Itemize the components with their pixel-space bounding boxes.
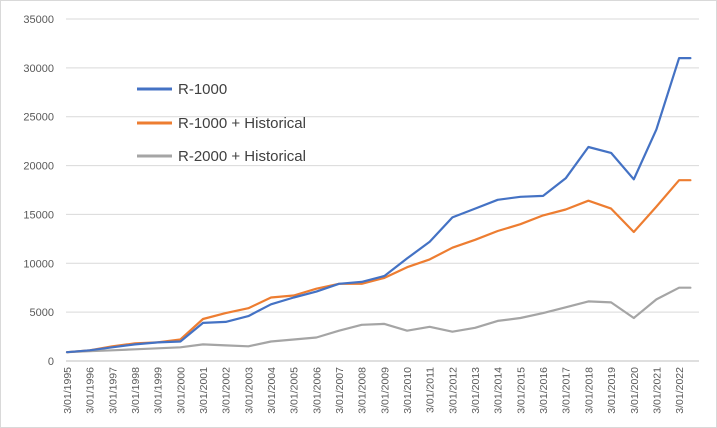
x-tick-label: 3/01/2002 (221, 367, 233, 414)
x-tick-label: 3/01/2022 (674, 367, 686, 414)
y-tick-label: 35000 (23, 14, 54, 26)
x-tick-label: 3/01/2021 (651, 367, 663, 414)
x-tick-label: 3/01/2004 (266, 367, 278, 414)
x-tick-label: 3/01/1999 (153, 367, 165, 414)
series-line-1 (65, 56, 692, 354)
x-tick-label: 3/01/2017 (561, 367, 573, 414)
x-tick-label: 3/01/2020 (629, 367, 641, 414)
legend-label: R-2000 + Historical (178, 148, 306, 165)
x-tick-label: 3/01/2012 (447, 367, 459, 414)
gridlines (66, 18, 699, 313)
x-tick-label: 3/01/2019 (606, 367, 618, 414)
series-line-3 (65, 286, 692, 354)
legend: R-1000 R-1000 + Historical R-2000 + Histor… (137, 81, 306, 165)
y-axis-tick-labels: 0 5000 10000 15000 20000 25000 30000 35000 (23, 14, 54, 368)
legend-label: R-1000 (178, 81, 227, 98)
y-tick-label: 5000 (30, 307, 54, 319)
x-tick-label: 3/01/2009 (379, 367, 391, 414)
x-tick-label: 3/01/1995 (62, 367, 74, 414)
series-lines (65, 56, 692, 354)
x-tick-label: 3/01/2018 (583, 367, 595, 414)
y-tick-label: 30000 (23, 63, 54, 75)
x-tick-label: 3/01/2007 (334, 367, 346, 414)
x-tick-label: 3/01/1996 (85, 367, 97, 414)
x-tick-label: 3/01/2013 (470, 367, 482, 414)
y-tick-label: 10000 (23, 258, 54, 270)
x-tick-label: 3/01/2001 (198, 367, 210, 414)
y-tick-label: 20000 (23, 161, 54, 173)
x-tick-label: 3/01/1998 (130, 367, 142, 414)
x-tick-label: 3/01/2000 (175, 367, 187, 414)
x-tick-label: 3/01/2008 (357, 367, 369, 414)
series-line-2 (65, 179, 692, 354)
x-tick-label: 3/01/2011 (425, 367, 437, 413)
x-tick-label: 3/01/1997 (107, 367, 119, 414)
x-tick-label: 3/01/2016 (538, 367, 550, 414)
y-tick-label: 15000 (23, 209, 54, 221)
y-tick-label: 0 (48, 356, 54, 368)
legend-label: R-1000 + Historical (178, 115, 306, 132)
x-tick-label: 3/01/2014 (493, 367, 505, 414)
x-tick-label: 3/01/2005 (289, 367, 301, 414)
y-tick-label: 25000 (23, 112, 54, 124)
x-tick-label: 3/01/2015 (515, 367, 527, 414)
x-tick-label: 3/01/2003 (243, 367, 255, 414)
x-axis-tick-labels: 3/01/1995 3/01/1996 3/01/1997 3/01/1998 3/01… (62, 367, 686, 414)
x-tick-label: 3/01/2006 (311, 367, 323, 414)
x-tick-label: 3/01/2010 (402, 367, 414, 414)
